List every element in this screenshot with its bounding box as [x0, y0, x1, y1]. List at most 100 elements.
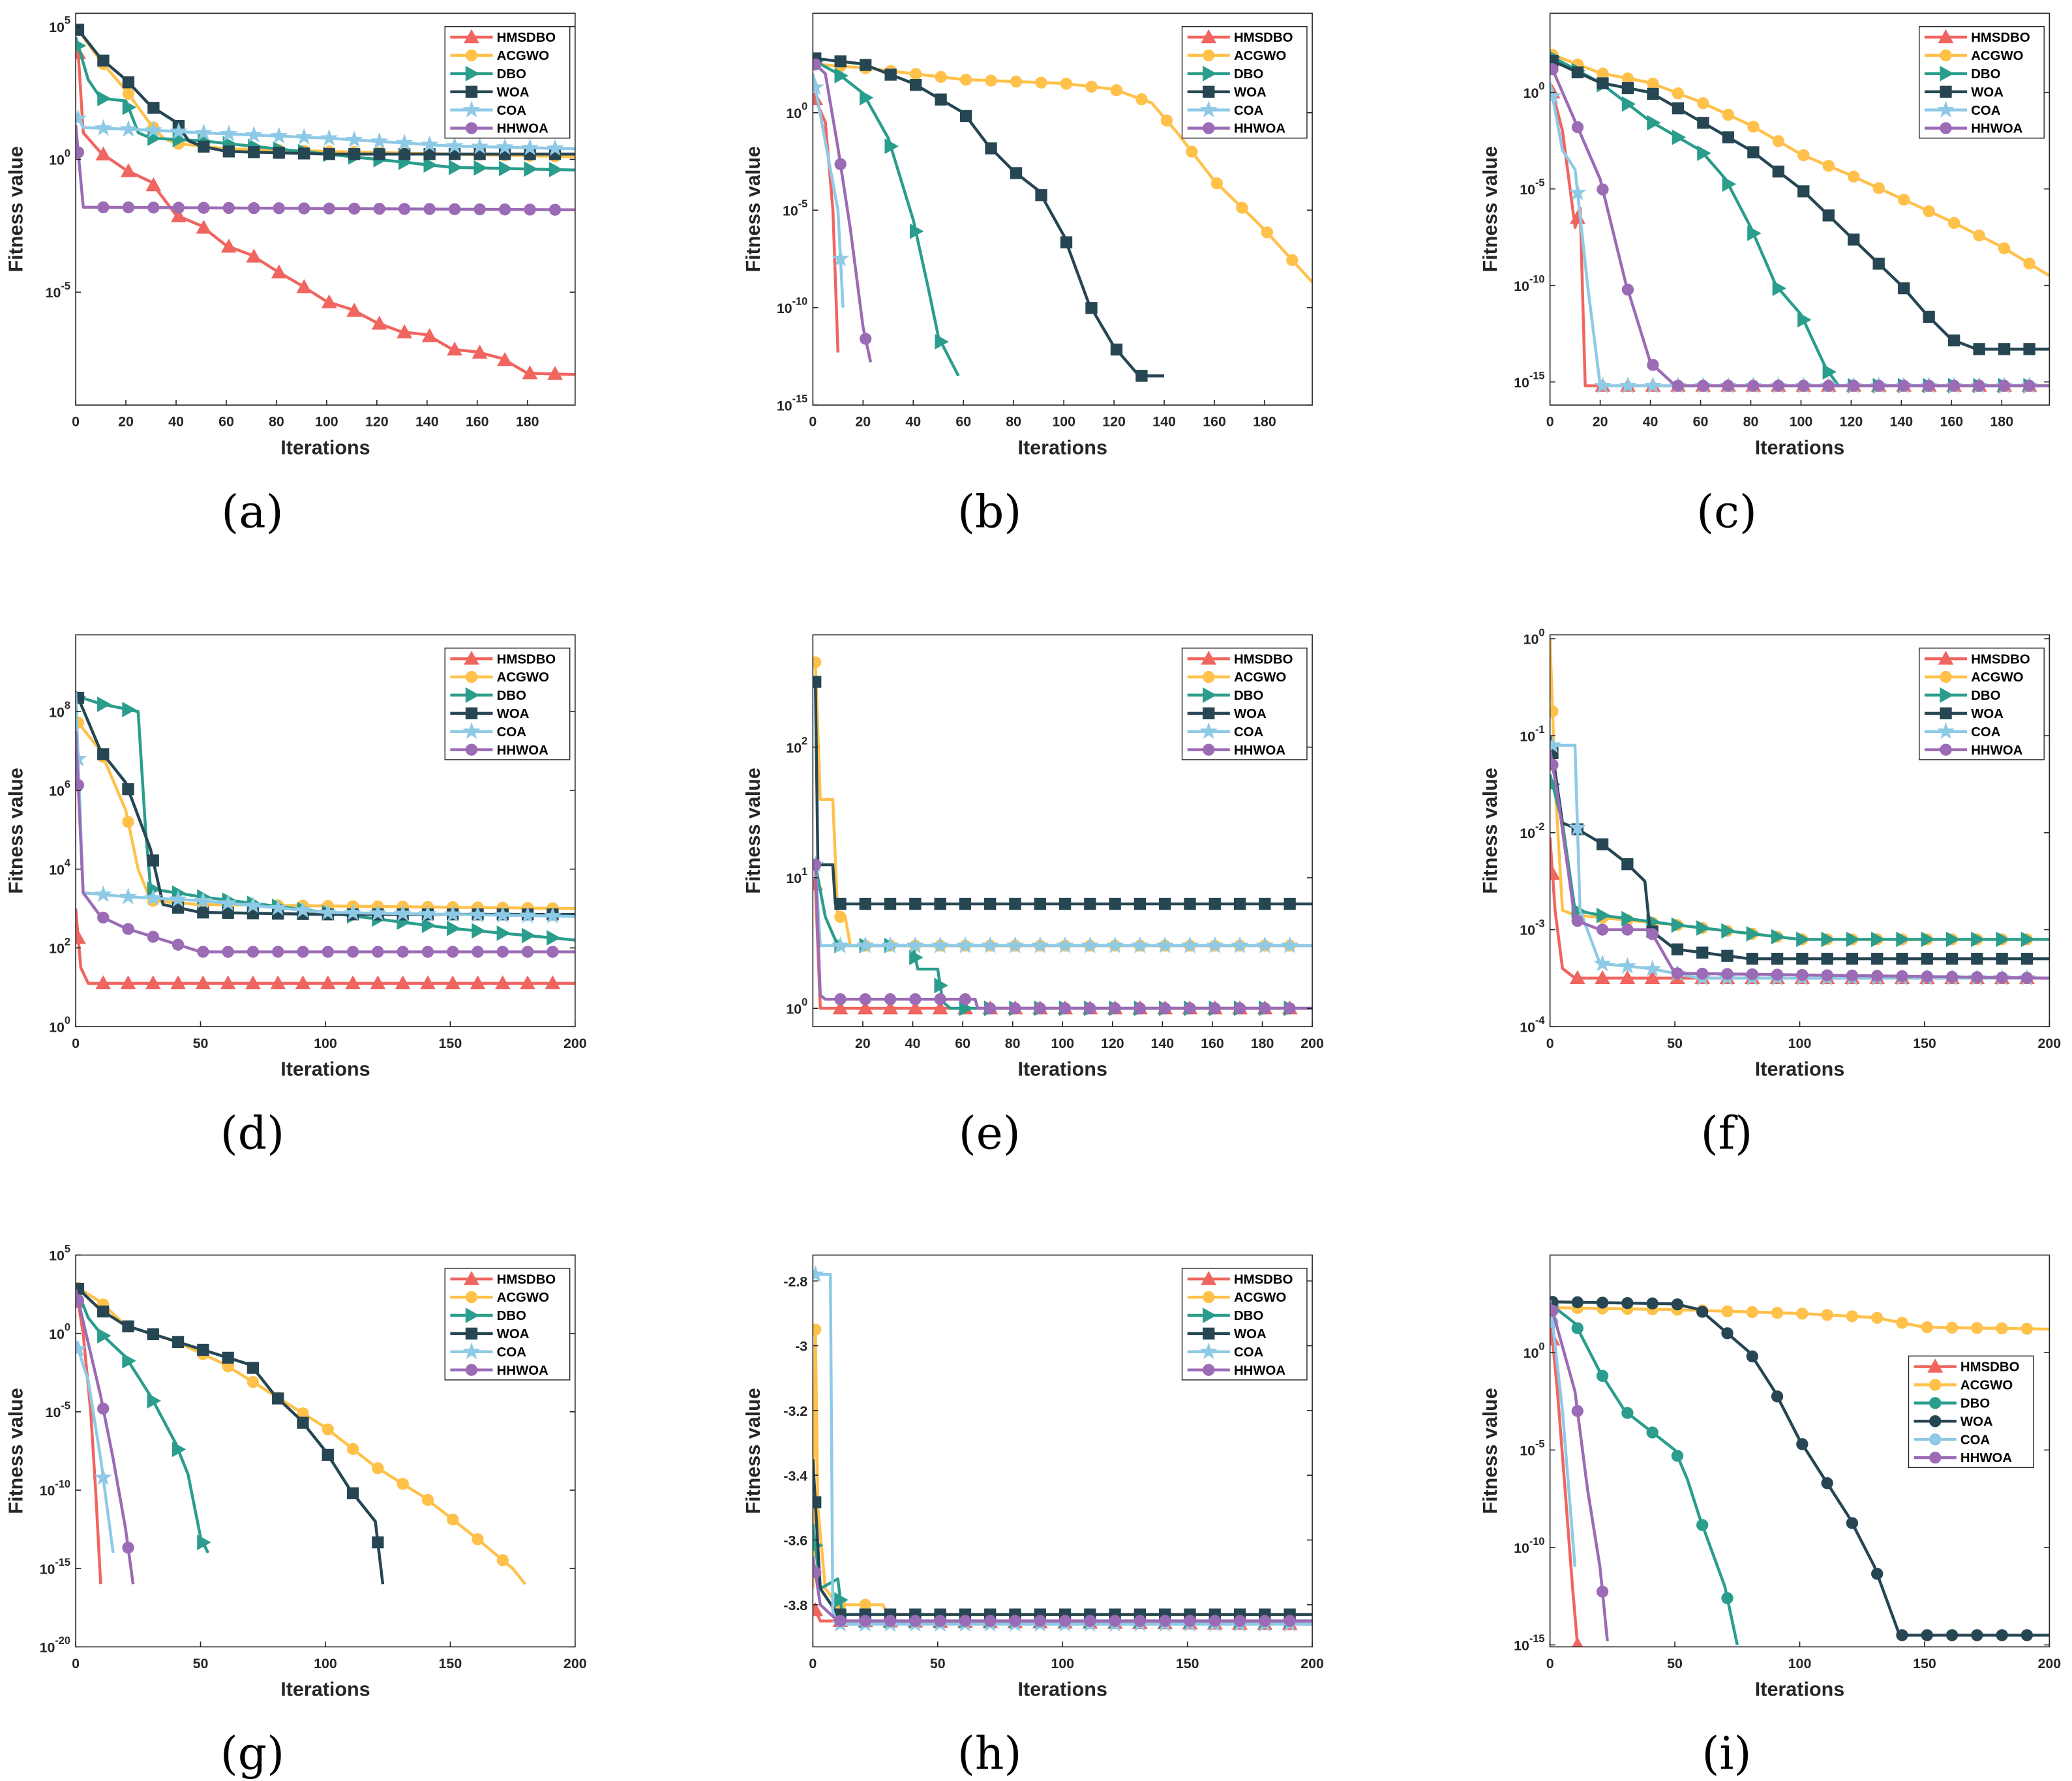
- y-tick-label: 100: [49, 1015, 70, 1035]
- hmsdbo-marker: [445, 975, 461, 989]
- acgwo-marker: [397, 1478, 409, 1490]
- woa-marker: [248, 146, 260, 158]
- x-tick-label: 40: [168, 414, 184, 430]
- acgwo-marker: [1110, 84, 1123, 97]
- coa-marker: [1569, 818, 1587, 836]
- legend-label: HMSDBO: [497, 31, 556, 45]
- legend-acgwo-marker: [1929, 1379, 1942, 1391]
- y-tick-label: 100: [786, 101, 807, 121]
- dbo-marker: [1796, 931, 1810, 948]
- coa-marker: [468, 905, 487, 923]
- woa-marker: [1109, 897, 1121, 910]
- legend-label: HHWOA: [497, 743, 548, 758]
- woa-marker: [97, 54, 110, 67]
- woa-marker: [1671, 1298, 1684, 1311]
- hmsdbo-marker: [1572, 1637, 1584, 1647]
- woa-marker: [1971, 1629, 1983, 1641]
- hhwoa-marker: [934, 1615, 946, 1627]
- legend-label: ACGWO: [1234, 670, 1286, 685]
- acgwo-marker: [1035, 76, 1047, 89]
- woa-marker: [934, 897, 946, 910]
- series-line-coa: [813, 1273, 1313, 1626]
- legend-hhwoa-marker: [1203, 743, 1215, 756]
- acgwo-marker: [1822, 160, 1835, 172]
- hmsdbo-marker: [195, 975, 211, 989]
- y-tick-label: 105: [49, 1243, 70, 1263]
- hhwoa-marker: [1233, 1615, 1246, 1627]
- legend-label: DBO: [1234, 689, 1263, 703]
- acgwo-marker: [447, 1513, 459, 1526]
- hhwoa-marker: [1696, 967, 1709, 980]
- dbo-marker: [97, 91, 112, 107]
- dbo-marker: [524, 161, 538, 177]
- dbo-marker: [1896, 931, 1910, 948]
- dbo-marker: [1621, 910, 1636, 927]
- acgwo-marker: [935, 70, 947, 83]
- woa-marker: [1898, 282, 1910, 295]
- acgwo-marker: [2023, 258, 2035, 270]
- woa-marker: [372, 1536, 384, 1549]
- acgwo-marker: [985, 74, 997, 87]
- legend-coa-marker: [1199, 722, 1218, 740]
- x-tick-label: 200: [563, 1656, 587, 1671]
- dbo-marker: [1571, 1322, 1584, 1334]
- hhwoa-marker: [1284, 1002, 1296, 1015]
- legend-dbo-marker: [1940, 687, 1954, 703]
- acgwo-marker: [959, 73, 972, 86]
- woa-marker: [1010, 167, 1023, 179]
- coa-marker: [76, 109, 87, 127]
- legend-hmsdbo-marker: [1201, 29, 1217, 44]
- hmsdbo-marker: [321, 294, 337, 308]
- hhwoa-marker: [97, 1402, 110, 1415]
- legend-hmsdbo-marker: [1938, 29, 1954, 44]
- acgwo-marker: [1973, 229, 1985, 242]
- acgwo-marker: [1998, 242, 2011, 254]
- hhwoa-marker: [1184, 1002, 1196, 1015]
- woa-marker: [323, 148, 335, 160]
- y-axis-label: Fitness value: [742, 768, 764, 893]
- hhwoa-marker: [222, 946, 234, 958]
- hhwoa-marker: [1848, 380, 1860, 392]
- coa-marker: [395, 134, 413, 151]
- coa-marker: [293, 901, 312, 918]
- dbo-marker: [1596, 1369, 1609, 1383]
- legend-acgwo-marker: [1940, 670, 1952, 683]
- coa-marker: [1231, 936, 1249, 953]
- woa-marker: [1110, 343, 1123, 356]
- hmsdbo-marker: [345, 975, 361, 989]
- woa-marker: [1848, 233, 1860, 246]
- hhwoa-marker: [421, 946, 434, 958]
- hhwoa-marker: [1898, 380, 1910, 392]
- woa-marker: [984, 897, 997, 910]
- hmsdbo-marker: [95, 975, 112, 989]
- x-tick-label: 140: [415, 414, 439, 430]
- hmsdbo-marker: [813, 1602, 824, 1617]
- x-tick-label: 150: [1913, 1656, 1936, 1671]
- hhwoa-marker: [1896, 970, 1908, 983]
- legend-hhwoa-marker: [1940, 122, 1952, 134]
- hmsdbo-marker: [547, 366, 563, 380]
- woa-marker: [1060, 236, 1073, 248]
- coa-marker: [1550, 736, 1562, 753]
- woa-marker: [1034, 897, 1046, 910]
- legend-label: HHWOA: [1234, 122, 1285, 136]
- x-tick-label: 0: [72, 414, 80, 430]
- hmsdbo-marker: [907, 1000, 923, 1015]
- dbo-marker: [1871, 931, 1885, 948]
- legend-label: HHWOA: [1971, 743, 2022, 758]
- hhwoa-marker: [1084, 1002, 1096, 1015]
- woa-marker: [909, 79, 922, 91]
- subplot-h: 0 50 100 150 200 -2.8 -3 -3.2 -3.4 -3.6 -3.8 Iterat…: [742, 1254, 1324, 1780]
- hhwoa-marker: [1059, 1002, 1072, 1015]
- series-line-dbo: [813, 1523, 1313, 1623]
- dbo-marker: [1671, 917, 1686, 933]
- legend-label: ACGWO: [1234, 1291, 1286, 1305]
- hhwoa-marker: [1550, 63, 1559, 76]
- x-tick-label: 150: [1913, 1036, 1936, 1051]
- y-tick-label: 102: [49, 936, 70, 956]
- dbo-marker: [1747, 225, 1762, 241]
- acgwo-marker: [1821, 1309, 1833, 1321]
- acgwo-marker: [421, 1493, 434, 1506]
- series-line-coa: [76, 1341, 115, 1553]
- legend-woa-marker: [1940, 85, 1952, 98]
